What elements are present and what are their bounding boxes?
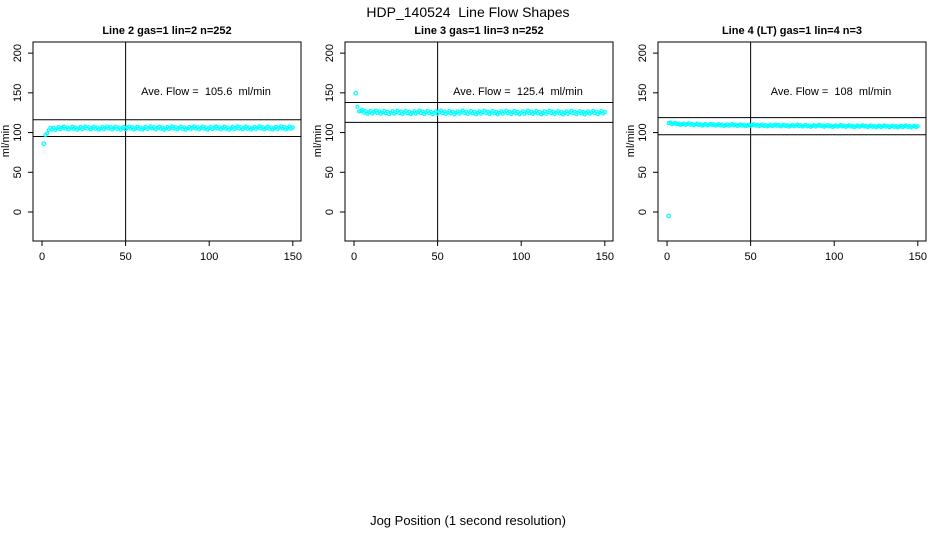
x-tick-label: 150 — [596, 251, 614, 263]
y-axis-label: ml/min — [625, 125, 637, 157]
ave-flow-annotation-line3: Ave. Flow = 125.4 ml/min — [453, 86, 583, 98]
data-series — [666, 120, 920, 130]
y-tick-label: 50 — [12, 166, 24, 178]
y-tick-label: 200 — [324, 44, 336, 62]
panel-line2: Line 2 gas=1 lin=2 n=252 0 50 100 150 0 50 100… — [0, 20, 312, 270]
y-tick-label: 200 — [637, 44, 649, 62]
panel-line3: Line 3 gas=1 lin=3 n=252 0 50 100 150 0 50 100… — [312, 20, 624, 270]
flow-marker — [915, 124, 920, 129]
x-tick-label: 0 — [39, 251, 45, 263]
outlier-marker — [666, 213, 672, 219]
y-tick-label: 100 — [637, 123, 649, 141]
x-tick-label: 150 — [284, 251, 302, 263]
ave-flow-annotation-line4: Ave. Flow = 108 ml/min — [770, 86, 892, 98]
flow-marker — [355, 104, 360, 109]
panel-title-line4: Line 4 (LT) gas=1 lin=4 n=3 — [721, 25, 863, 37]
y-axis-label: ml/min — [0, 125, 12, 157]
x-tick-label: 50 — [431, 251, 443, 263]
x-tick-label: 0 — [351, 251, 357, 263]
y-tick-label: 0 — [12, 209, 24, 215]
x-tick-label: 150 — [909, 251, 927, 263]
panel-line4: Line 4 (LT) gas=1 lin=4 n=3 0 50 100 150 0 50… — [625, 20, 936, 270]
y-tick-label: 150 — [12, 84, 24, 102]
y-tick-label: 150 — [637, 84, 649, 102]
plot-area-line4: 0 50 100 150 0 50 100 150 200 ml/min — [625, 41, 927, 263]
y-tick-label: 100 — [12, 123, 24, 141]
y-tick-label: 150 — [324, 84, 336, 102]
y-tick-label: 50 — [637, 166, 649, 178]
y-tick-label: 50 — [324, 166, 336, 178]
x-tick-label: 0 — [664, 251, 670, 263]
y-tick-label: 0 — [637, 209, 649, 215]
x-tick-label: 100 — [825, 251, 843, 263]
y-tick-label: 0 — [324, 209, 336, 215]
panel-title-line3: Line 3 gas=1 lin=3 n=252 — [414, 25, 544, 37]
page-title: HDP_140524 Line Flow Shapes — [366, 4, 570, 20]
x-axis-title: Jog Position (1 second resolution) — [370, 513, 566, 528]
flow-marker — [360, 107, 365, 112]
y-tick-label: 200 — [12, 44, 24, 62]
flow-marker — [44, 131, 50, 136]
plot-frame — [657, 41, 927, 242]
plot-frame — [32, 41, 302, 242]
x-tick-label: 50 — [744, 251, 756, 263]
data-series — [43, 124, 295, 138]
x-tick-label: 50 — [119, 251, 131, 263]
plot-area-line2: 0 50 100 150 0 50 100 150 200 ml/min — [0, 41, 302, 263]
flow-marker — [602, 109, 607, 115]
panel-title-line2: Line 2 gas=1 lin=2 n=252 — [102, 25, 232, 37]
x-tick-label: 100 — [200, 251, 218, 263]
outlier-marker — [41, 141, 47, 147]
flow-marker — [290, 125, 295, 130]
data-series — [355, 104, 607, 117]
y-axis-label: ml/min — [312, 125, 324, 157]
plot-frame — [344, 41, 614, 242]
plot-area-line3: 0 50 100 150 0 50 100 150 200 ml/min — [312, 41, 614, 263]
x-tick-label: 100 — [512, 251, 530, 263]
y-tick-label: 100 — [324, 123, 336, 141]
outlier-marker — [353, 90, 359, 96]
ave-flow-annotation-line2: Ave. Flow = 105.6 ml/min — [141, 86, 271, 98]
